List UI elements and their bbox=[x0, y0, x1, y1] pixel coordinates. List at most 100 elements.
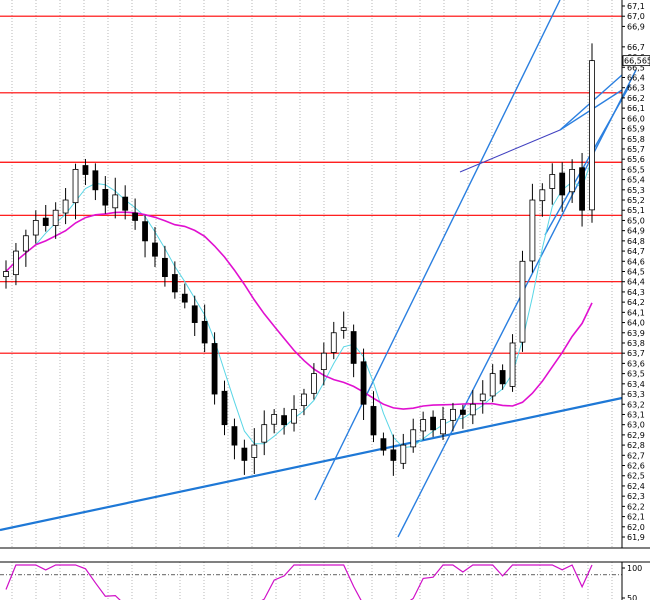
candle-body bbox=[152, 242, 158, 257]
candle-body bbox=[509, 342, 516, 387]
candle-body bbox=[301, 393, 307, 407]
y-tick-label: 65,1 bbox=[627, 206, 645, 215]
y-tick-label: 66,2 bbox=[627, 94, 645, 103]
y-tick-label: 64,9 bbox=[627, 227, 645, 236]
y-tick-label: 62,8 bbox=[627, 441, 645, 450]
y-tick-label: 63,2 bbox=[627, 400, 645, 409]
y-tick-label: 65,0 bbox=[627, 216, 645, 225]
y-tick-label: 64,2 bbox=[627, 298, 645, 307]
y-tick-label: 66,0 bbox=[627, 114, 645, 123]
slow-moving-average bbox=[5, 211, 593, 410]
candle-body bbox=[22, 235, 29, 252]
y-tick-label: 65,8 bbox=[627, 135, 645, 144]
candle-body bbox=[450, 408, 456, 421]
y-tick-label: 63,5 bbox=[627, 370, 645, 379]
candle-body bbox=[489, 373, 496, 397]
candle-body bbox=[13, 250, 19, 276]
y-tick-label: 65,3 bbox=[627, 186, 645, 195]
candle-body bbox=[142, 221, 148, 242]
y-tick-label: 63,7 bbox=[627, 349, 645, 358]
ascending-support-line bbox=[0, 396, 623, 532]
oscillator-tick-label: 50 bbox=[627, 594, 637, 600]
candle-body bbox=[360, 361, 367, 405]
y-tick-label: 61,9 bbox=[627, 533, 645, 542]
candle-body bbox=[122, 196, 129, 211]
moving-averages bbox=[5, 158, 593, 449]
y-tick-label: 62,3 bbox=[627, 492, 645, 501]
candle-body bbox=[92, 170, 99, 191]
candle-body bbox=[330, 332, 337, 353]
y-tick-label: 64,6 bbox=[627, 257, 645, 266]
y-tick-label: 62,1 bbox=[627, 513, 645, 522]
candle-body bbox=[281, 415, 288, 426]
y-tick-label: 65,6 bbox=[627, 155, 645, 164]
candle-body bbox=[589, 60, 595, 211]
candle-body bbox=[261, 424, 268, 443]
candle-body bbox=[132, 212, 139, 221]
y-tick-label: 62,0 bbox=[627, 523, 645, 532]
candle-body bbox=[32, 220, 39, 236]
candle-body bbox=[171, 274, 178, 293]
y-tick-label: 66,5 bbox=[627, 63, 645, 72]
y-tick-label: 65,5 bbox=[627, 165, 645, 174]
candle-body bbox=[579, 167, 585, 211]
candle-body bbox=[82, 165, 89, 175]
oscillator-line bbox=[5, 564, 593, 604]
candle-body bbox=[459, 409, 466, 415]
candle-body bbox=[499, 370, 506, 385]
candle-body bbox=[102, 188, 109, 206]
y-tick-label: 65,2 bbox=[627, 196, 645, 205]
candle-body bbox=[271, 414, 278, 425]
y-tick-label: 64,3 bbox=[627, 288, 645, 297]
candle-body bbox=[320, 352, 327, 371]
candle-body bbox=[529, 199, 536, 262]
candle-body bbox=[390, 449, 397, 461]
candle-body bbox=[549, 174, 556, 189]
candle-body bbox=[310, 373, 317, 394]
channel-lower-line bbox=[544, 84, 631, 236]
candle-body bbox=[251, 444, 258, 458]
resistance-line bbox=[459, 129, 561, 173]
candle-body bbox=[112, 194, 119, 209]
y-tick-label: 66,3 bbox=[627, 84, 645, 93]
candle-body bbox=[221, 390, 228, 426]
current-price-label: 66,565 bbox=[624, 57, 650, 66]
y-tick-label: 66,9 bbox=[627, 22, 645, 31]
support-resistance-lines bbox=[0, 15, 622, 354]
channel-lower-line bbox=[397, 69, 637, 538]
y-tick-label: 63,8 bbox=[627, 339, 645, 348]
y-tick-label: 63,9 bbox=[627, 329, 645, 338]
candle-body bbox=[350, 331, 357, 364]
y-tick-label: 66,1 bbox=[627, 104, 645, 113]
y-tick-label: 63,1 bbox=[627, 410, 645, 419]
y-tick-label: 64,5 bbox=[627, 268, 645, 277]
y-tick-label: 64,8 bbox=[627, 237, 645, 246]
candle-body bbox=[340, 327, 347, 331]
candle-body bbox=[430, 416, 436, 431]
candle-body bbox=[42, 217, 49, 226]
candle-body bbox=[231, 426, 238, 446]
oscillator-tick-label: 100 bbox=[627, 564, 642, 573]
y-tick-label: 62,4 bbox=[627, 482, 645, 491]
y-tick-label: 62,6 bbox=[627, 462, 645, 471]
channel-upper-line bbox=[314, 0, 561, 501]
y-tick-label: 63,3 bbox=[627, 390, 645, 399]
y-tick-label: 62,9 bbox=[627, 431, 645, 440]
candle-body bbox=[440, 419, 446, 435]
y-tick-label: 66,7 bbox=[627, 43, 645, 52]
trend-lines bbox=[0, 0, 637, 538]
y-tick-label: 62,7 bbox=[627, 451, 645, 460]
candle-body bbox=[569, 168, 576, 193]
candle-body bbox=[291, 408, 297, 424]
candle-body bbox=[410, 429, 417, 448]
y-tick-label: 64,1 bbox=[627, 308, 645, 317]
oscillator-panel: 100 50 bbox=[0, 564, 642, 604]
y-tick-label: 64,0 bbox=[627, 319, 645, 328]
candles bbox=[3, 43, 595, 476]
candle-body bbox=[370, 406, 377, 436]
fast-moving-average bbox=[5, 158, 593, 449]
y-tick-label: 63,0 bbox=[627, 421, 645, 430]
